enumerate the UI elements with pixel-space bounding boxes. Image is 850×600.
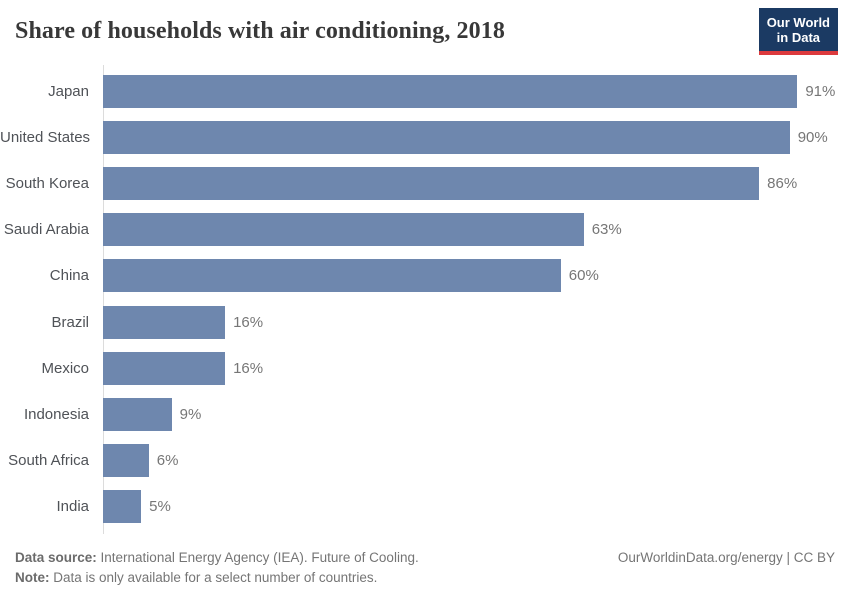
note-line: Note: Data is only available for a selec… xyxy=(15,568,419,588)
bar[interactable] xyxy=(103,259,561,293)
chart-footer: Data source: International Energy Agency… xyxy=(15,548,835,588)
bar-row: United States 90% xyxy=(0,114,850,160)
bar[interactable] xyxy=(103,305,226,339)
owid-logo-line1: Our World xyxy=(766,15,830,30)
bar-row: China 60% xyxy=(0,253,850,299)
category-label: India xyxy=(56,498,89,516)
value-label: 90% xyxy=(797,128,828,146)
bar[interactable] xyxy=(103,213,584,247)
category-label: South Korea xyxy=(5,174,89,192)
note-text: Data is only available for a select numb… xyxy=(49,570,378,585)
bar-area: 6% xyxy=(96,438,850,484)
value-label: 16% xyxy=(233,313,264,331)
value-label: 5% xyxy=(149,498,171,516)
footer-notes: Data source: International Energy Agency… xyxy=(15,548,419,588)
bar[interactable] xyxy=(103,397,172,431)
bar-row: Saudi Arabia 63% xyxy=(0,207,850,253)
bar[interactable] xyxy=(103,444,149,478)
bar-area: 63% xyxy=(96,207,850,253)
category-label: United States xyxy=(0,128,91,146)
bar[interactable] xyxy=(103,120,790,154)
value-label: 60% xyxy=(568,267,599,285)
bar[interactable] xyxy=(103,351,226,385)
bar-area: 16% xyxy=(96,299,850,345)
value-label: 91% xyxy=(805,82,836,100)
bar[interactable] xyxy=(103,74,798,108)
bar[interactable] xyxy=(103,490,142,524)
bar-row: Mexico 16% xyxy=(0,345,850,391)
category-label: South Africa xyxy=(8,452,89,470)
data-source-text: International Energy Agency (IEA). Futur… xyxy=(96,550,419,565)
data-source-line: Data source: International Energy Agency… xyxy=(15,548,419,568)
bar-area: 60% xyxy=(96,253,850,299)
category-label: Brazil xyxy=(51,313,89,331)
bar-area: 91% xyxy=(96,68,850,114)
bar-row: Japan 91% xyxy=(0,68,850,114)
chart-header: Share of households with air conditionin… xyxy=(0,0,850,55)
bar-row: Indonesia 9% xyxy=(0,391,850,437)
category-label: Mexico xyxy=(41,359,89,377)
y-axis-line xyxy=(103,65,104,534)
owid-logo-line2: in Data xyxy=(776,30,821,45)
chart-title: Share of households with air conditionin… xyxy=(15,18,505,44)
bar-area: 16% xyxy=(96,345,850,391)
bar-area: 5% xyxy=(96,484,850,530)
value-label: 6% xyxy=(156,452,179,470)
bar-row: South Africa 6% xyxy=(0,438,850,484)
value-label: 63% xyxy=(591,221,622,239)
bar[interactable] xyxy=(103,166,760,200)
bar-row: South Korea 86% xyxy=(0,160,850,206)
value-label: 16% xyxy=(233,359,264,377)
note-label: Note: xyxy=(15,570,50,585)
category-label: Japan xyxy=(48,82,89,100)
bar-area: 86% xyxy=(96,160,850,206)
bar-chart: Japan 91% United States 90% South Korea 86% Sa… xyxy=(0,65,850,534)
category-label: Saudi Arabia xyxy=(3,221,89,239)
owid-logo[interactable]: Our World in Data xyxy=(758,8,838,55)
bar-row: India 5% xyxy=(0,484,850,530)
category-label: Indonesia xyxy=(23,405,89,423)
value-label: 9% xyxy=(179,405,202,423)
bar-area: 90% xyxy=(96,114,850,160)
category-label: China xyxy=(49,267,89,285)
owid-url-license-link[interactable]: OurWorldinData.org/energy | CC BY xyxy=(617,550,835,565)
bar-row: Brazil 16% xyxy=(0,299,850,345)
value-label: 86% xyxy=(767,174,798,192)
data-source-label: Data source: xyxy=(15,550,97,565)
bar-area: 9% xyxy=(96,391,850,437)
